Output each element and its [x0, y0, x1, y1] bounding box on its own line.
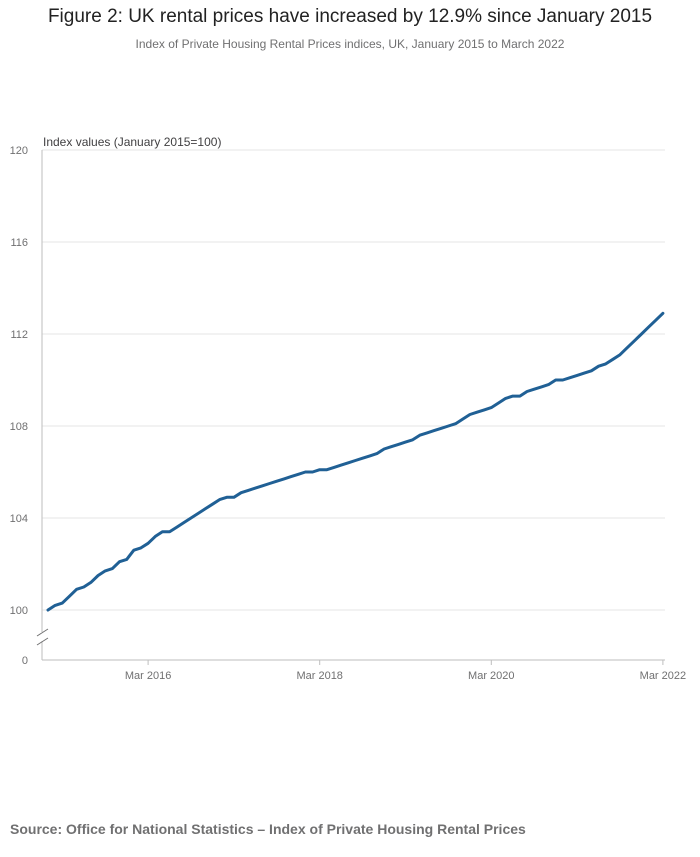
x-tick-label: Mar 2018	[296, 670, 342, 682]
axes	[36, 150, 665, 661]
y-tick-label-112: 112	[10, 329, 28, 341]
y-axis-ticks: 0 100 104 108 112 116 120	[10, 145, 28, 667]
y-tick-label-108: 108	[10, 421, 28, 433]
x-axis-ticks: Mar 2016 Mar 2018 Mar 2020 Mar 2022	[125, 660, 686, 682]
y-tick-label-116: 116	[10, 237, 28, 249]
y-tick-label-120: 120	[10, 145, 28, 157]
x-tick-label: Mar 2016	[125, 670, 171, 682]
y-tick-label-100: 100	[10, 605, 28, 617]
y-tick-label-104: 104	[10, 513, 28, 525]
source-note: Source: Office for National Statistics –…	[10, 821, 526, 837]
y-tick-label-0: 0	[22, 655, 28, 667]
grid-lines	[42, 149, 665, 611]
axis-break-mark-lower	[36, 637, 49, 646]
series-line	[46, 311, 665, 612]
chart-subtitle: Index of Private Housing Rental Prices i…	[135, 37, 565, 51]
series-group	[46, 311, 665, 612]
x-tick-label: Mar 2022	[640, 670, 686, 682]
y-axis-label: Index values (January 2015=100)	[43, 135, 222, 149]
axis-break-mark-upper	[36, 628, 49, 637]
chart-title: Figure 2: UK rental prices have increase…	[47, 6, 653, 27]
x-tick-label: Mar 2020	[468, 670, 514, 682]
